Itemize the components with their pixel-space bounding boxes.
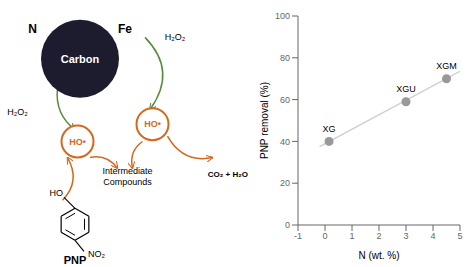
svg-text:1: 1 — [349, 231, 354, 241]
svg-text:5: 5 — [457, 231, 462, 241]
svg-text:3: 3 — [403, 231, 408, 241]
svg-text:XG: XG — [323, 124, 336, 134]
svg-text:CO₂ + H₂O: CO₂ + H₂O — [208, 170, 248, 179]
svg-text:HO: HO — [50, 188, 64, 198]
svg-text:IntermediateCompounds: IntermediateCompounds — [102, 166, 152, 187]
svg-text:4: 4 — [430, 231, 435, 241]
svg-text:Fe: Fe — [118, 22, 132, 36]
svg-text:N: N — [28, 22, 37, 36]
svg-text:N (wt. %): N (wt. %) — [358, 250, 399, 261]
svg-text:H₂O₂: H₂O₂ — [8, 107, 28, 117]
svg-text:0: 0 — [285, 220, 290, 230]
svg-text:40: 40 — [280, 137, 290, 147]
svg-text:0: 0 — [322, 231, 327, 241]
svg-text:100: 100 — [275, 11, 290, 21]
svg-text:NO₂: NO₂ — [88, 249, 106, 259]
svg-text:H₂O₂: H₂O₂ — [165, 32, 186, 42]
svg-text:PNP removal (%): PNP removal (%) — [259, 82, 270, 159]
svg-text:Carbon: Carbon — [61, 53, 100, 65]
svg-text:HO•: HO• — [144, 119, 161, 129]
svg-text:XGM: XGM — [436, 61, 457, 71]
svg-text:60: 60 — [280, 95, 290, 105]
svg-text:2: 2 — [376, 231, 381, 241]
svg-text:20: 20 — [280, 178, 290, 188]
svg-text:-1: -1 — [294, 231, 302, 241]
svg-text:XGU: XGU — [396, 84, 416, 94]
svg-text:PNP: PNP — [64, 254, 87, 266]
svg-text:80: 80 — [280, 53, 290, 63]
svg-text:HO•: HO• — [69, 137, 86, 147]
